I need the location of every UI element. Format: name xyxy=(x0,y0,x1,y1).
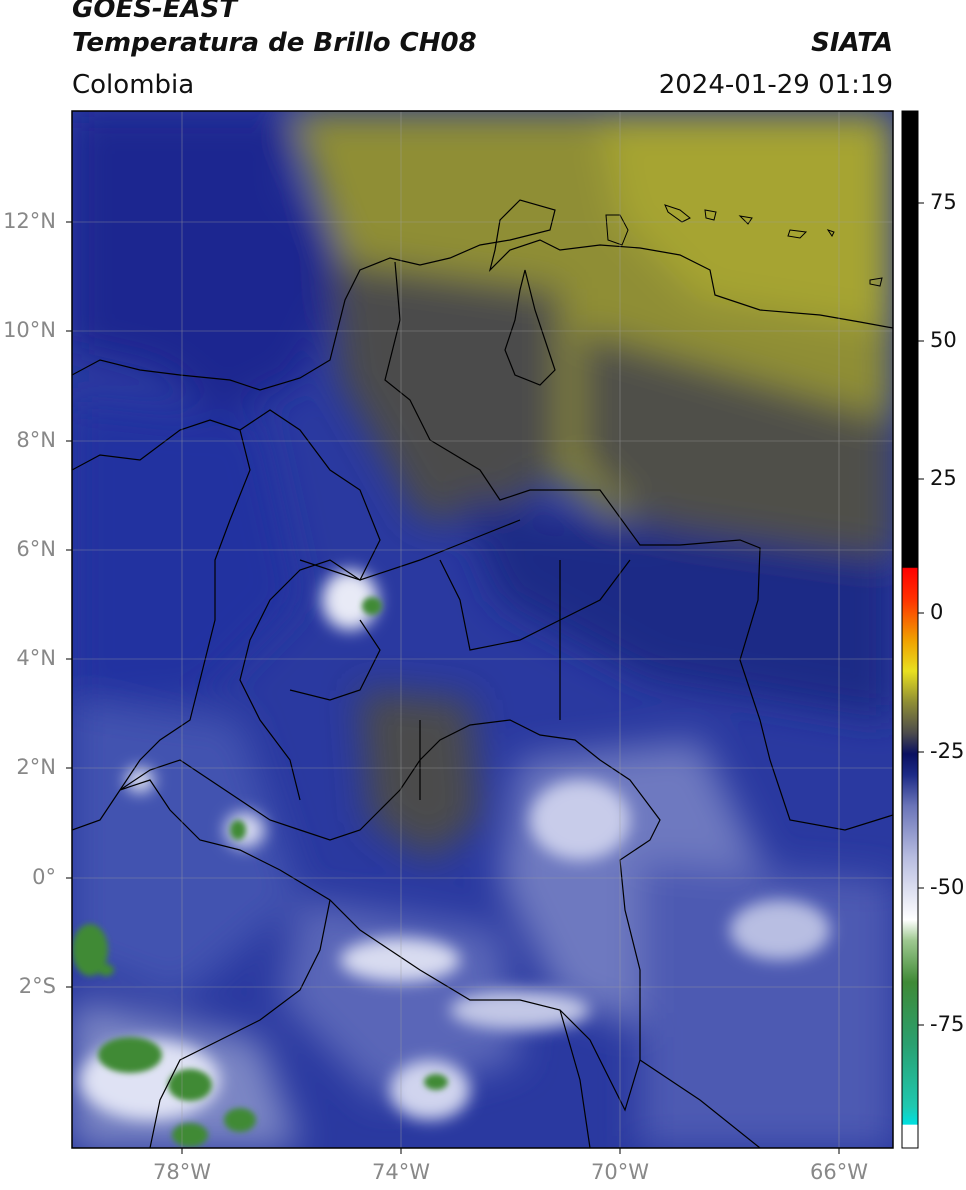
lon-label-70w: 70°W xyxy=(591,1160,649,1184)
region-label: Colombia xyxy=(72,70,195,100)
map-imagery xyxy=(72,111,893,1148)
product-title: Temperatura de Brillo CH08 xyxy=(72,28,477,58)
gridlines xyxy=(72,111,893,1148)
colorbar-label-75: 75 xyxy=(930,190,957,214)
colorbar-label-50: 50 xyxy=(930,328,957,352)
agency-label: SIATA xyxy=(811,28,893,58)
satellite-title: GOES-EAST xyxy=(72,0,238,24)
lat-label-8n: 8°N xyxy=(16,428,56,452)
lat-label-4n: 4°N xyxy=(16,646,56,670)
colorbar-label-0: 0 xyxy=(930,600,944,624)
lat-label-2s: 2°S xyxy=(18,974,56,998)
lat-label-6n: 6°N xyxy=(16,537,56,561)
lat-label-10n: 10°N xyxy=(3,318,56,342)
lat-label-12n: 12°N xyxy=(3,209,56,233)
lon-label-78w: 78°W xyxy=(153,1160,211,1184)
datetime-label: 2024-01-29 01:19 xyxy=(658,70,893,100)
map-frame xyxy=(71,110,894,1149)
colorbar-label-minus25: -25 xyxy=(930,739,965,763)
lon-label-74w: 74°W xyxy=(372,1160,430,1184)
lat-label-0: 0° xyxy=(32,865,56,889)
colorbar xyxy=(901,110,919,1149)
colorbar-label-minus50: -50 xyxy=(930,875,965,899)
colorbar-ticks xyxy=(918,202,924,1026)
colorbar-label-25: 25 xyxy=(930,466,957,490)
country-borders xyxy=(72,199,893,1148)
islands xyxy=(605,204,883,287)
lat-label-2n: 2°N xyxy=(16,755,56,779)
colorbar-label-minus75: -75 xyxy=(930,1012,965,1036)
lon-label-66w: 66°W xyxy=(810,1160,868,1184)
axis-ticks xyxy=(66,221,840,1154)
